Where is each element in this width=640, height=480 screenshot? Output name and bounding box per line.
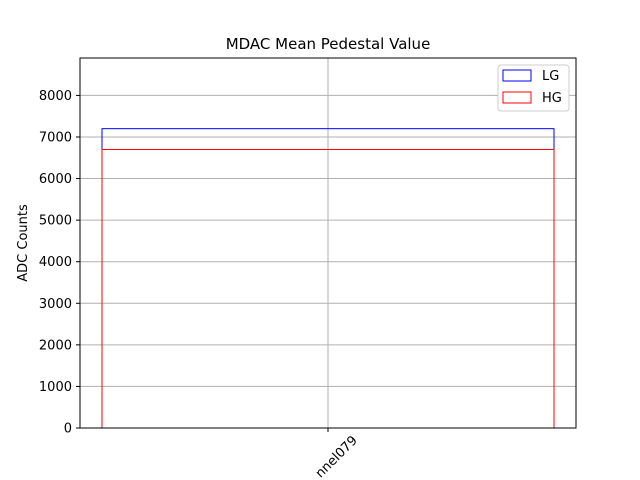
legend-box: [497, 64, 570, 112]
y-tick-label: 7000: [39, 130, 72, 145]
legend: LG HG: [497, 64, 570, 112]
y-tick-label: 4000: [39, 255, 72, 270]
legend-swatch-hg: [502, 91, 532, 104]
legend-label-lg: LG: [542, 69, 559, 84]
y-tick-label: 2000: [39, 338, 72, 353]
chart-title: MDAC Mean Pedestal Value: [226, 35, 431, 53]
legend-label-hg: HG: [542, 91, 562, 106]
y-tick-label: 5000: [39, 214, 72, 229]
y-tick-label: 1000: [39, 380, 72, 395]
grid-lines: [80, 58, 576, 429]
y-axis-ticks: 0 1000 2000 3000 4000 5000 6000 7000 8000: [39, 89, 80, 437]
y-tick-label: 3000: [39, 297, 72, 312]
legend-swatch-lg: [502, 69, 532, 82]
y-tick-label: 6000: [39, 172, 72, 187]
y-tick-label: 0: [64, 422, 72, 437]
y-axis-label: ADC Counts: [16, 204, 31, 282]
y-tick-label: 8000: [39, 89, 72, 104]
